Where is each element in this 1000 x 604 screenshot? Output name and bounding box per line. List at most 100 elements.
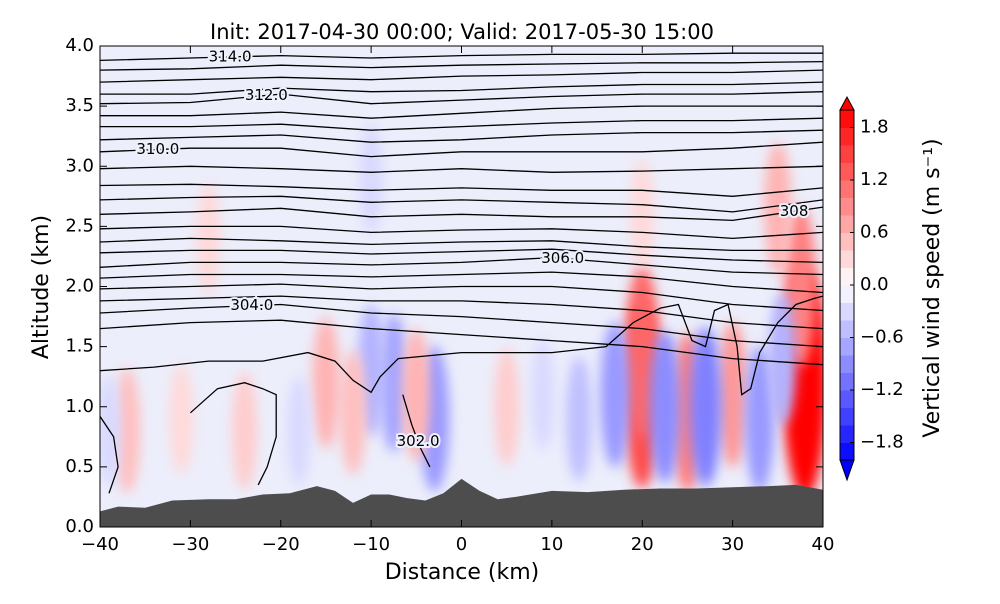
colorbar-tick-label: −0.6 bbox=[860, 327, 904, 348]
contour-label: 310.0 bbox=[136, 140, 179, 158]
contour-line bbox=[100, 303, 823, 348]
colorbar-band bbox=[840, 320, 854, 338]
contour-label: 308 bbox=[780, 202, 809, 220]
colorbar-tick-label: 1.2 bbox=[860, 169, 889, 190]
colorbar-extend bbox=[839, 95, 855, 111]
colorbar-tick-label: 1.8 bbox=[860, 117, 889, 138]
axes: −40 −30 −20 −10 0 10 20 30 40 0.0 0.5 1.0 1.5 2.0 2.5 3… bbox=[65, 35, 834, 555]
y-axis-label: Altitude (km) bbox=[29, 215, 54, 359]
x-tick-label: 10 bbox=[540, 534, 563, 555]
colorbar-tick-label: 0.0 bbox=[860, 274, 889, 295]
colorbar-band bbox=[840, 285, 854, 303]
chart-title: Init: 2017-04-30 00:00; Valid: 2017-05-3… bbox=[210, 20, 714, 44]
x-axis-label: Distance (km) bbox=[385, 560, 540, 585]
colorbar-band bbox=[840, 197, 854, 216]
x-tick-label: −10 bbox=[352, 534, 390, 555]
colorbar-band bbox=[840, 127, 854, 146]
contour-line bbox=[100, 271, 823, 294]
contour-line bbox=[100, 206, 823, 222]
contour-line bbox=[100, 69, 823, 83]
y-tick-label: 3.5 bbox=[65, 95, 94, 116]
contour-label: 306.0 bbox=[541, 249, 584, 267]
vertical-wind-cell bbox=[689, 326, 722, 487]
contour-line bbox=[100, 248, 823, 264]
y-tick-label: 1.0 bbox=[65, 396, 94, 417]
y-tick-label: 2.0 bbox=[65, 276, 94, 297]
colorbar-band bbox=[840, 232, 854, 251]
vertical-wind-cell bbox=[169, 363, 194, 475]
vertical-wind-cell bbox=[531, 339, 555, 451]
vertical-wind-cell bbox=[340, 350, 367, 476]
contour-line bbox=[100, 91, 823, 105]
vertical-wind-cell bbox=[287, 375, 311, 487]
x-tick-label: −20 bbox=[262, 534, 300, 555]
vertical-wind-cell bbox=[359, 122, 383, 234]
vertical-wind-cell bbox=[565, 356, 592, 482]
contour-line bbox=[100, 165, 823, 173]
colorbar-band bbox=[840, 425, 854, 443]
colorbar-band bbox=[840, 180, 854, 198]
vertical-wind-cell bbox=[630, 158, 655, 270]
contour-line bbox=[100, 117, 823, 131]
vertical-wind-cell bbox=[100, 375, 121, 487]
contour-line bbox=[100, 295, 823, 330]
x-tick-label: 30 bbox=[721, 534, 744, 555]
y-tick-label: 4.0 bbox=[65, 35, 94, 56]
y-tick-label: 0.0 bbox=[65, 516, 94, 537]
colorbar-tick-label: −1.8 bbox=[860, 432, 904, 453]
colorbar-tick-label: 0.6 bbox=[860, 222, 889, 243]
colorbar-band bbox=[840, 302, 854, 321]
contour-label: 304.0 bbox=[230, 296, 273, 314]
contour-line bbox=[100, 60, 823, 71]
colorbar-band bbox=[840, 162, 854, 181]
terrain bbox=[100, 478, 823, 527]
y-tick-label: 2.5 bbox=[65, 215, 94, 236]
contour-line bbox=[100, 195, 823, 213]
vertical-wind-cell bbox=[312, 316, 340, 449]
contour-line bbox=[100, 183, 823, 197]
x-tick-label: 40 bbox=[812, 534, 835, 555]
contour-label: 312.0 bbox=[245, 86, 288, 104]
colorbar: −1.8 −1.2 −0.6 0.0 0.6 1.2 1.8 bbox=[839, 95, 904, 482]
colorbar-band bbox=[840, 145, 854, 163]
contour-label: 314.0 bbox=[209, 47, 252, 65]
y-tick-label: 0.5 bbox=[65, 456, 94, 477]
colorbar-band bbox=[840, 267, 854, 286]
x-tick-label: −40 bbox=[81, 534, 119, 555]
vertical-wind-cell bbox=[494, 347, 520, 466]
colorbar-band bbox=[840, 215, 854, 233]
colorbar-tick-label: −1.2 bbox=[860, 379, 904, 400]
contour-line bbox=[100, 141, 823, 158]
vertical-wind-cell bbox=[600, 321, 630, 468]
plot-area: 314.0 312.0 310.0 308 306.0 304.0 302.0 bbox=[100, 46, 823, 527]
vertical-wind-cell bbox=[649, 330, 681, 484]
x-tick-label: −30 bbox=[171, 534, 209, 555]
contour-line bbox=[100, 295, 823, 494]
contour-line bbox=[100, 225, 823, 240]
vertical-wind-cell bbox=[402, 328, 430, 461]
y-tick-label: 1.5 bbox=[65, 336, 94, 357]
colorbar-band bbox=[840, 110, 854, 128]
colorbar-band bbox=[840, 355, 854, 373]
colorbar-band bbox=[840, 372, 854, 391]
contour-line bbox=[100, 283, 823, 312]
vertical-wind-cell bbox=[764, 142, 792, 275]
contour-line bbox=[100, 52, 823, 62]
vertical-wind-cell bbox=[768, 292, 796, 425]
contour-label: 302.0 bbox=[397, 432, 440, 450]
vertical-wind-cell bbox=[717, 321, 748, 468]
vertical-wind-cell bbox=[379, 313, 408, 453]
colorbar-band bbox=[840, 442, 854, 461]
vertical-wind-cell bbox=[114, 368, 141, 494]
x-tick-label: 0 bbox=[456, 534, 467, 555]
contour-line bbox=[100, 129, 823, 143]
vertical-wind-cell bbox=[232, 371, 257, 490]
contour-line bbox=[100, 256, 823, 276]
colorbar-band bbox=[840, 337, 854, 356]
colorbar-band bbox=[840, 407, 854, 426]
x-tick-label: 20 bbox=[631, 534, 654, 555]
contour-line bbox=[100, 105, 823, 119]
y-tick-label: 3.0 bbox=[65, 155, 94, 176]
colorbar-label: Vertical wind speed (m s⁻¹) bbox=[920, 138, 945, 437]
